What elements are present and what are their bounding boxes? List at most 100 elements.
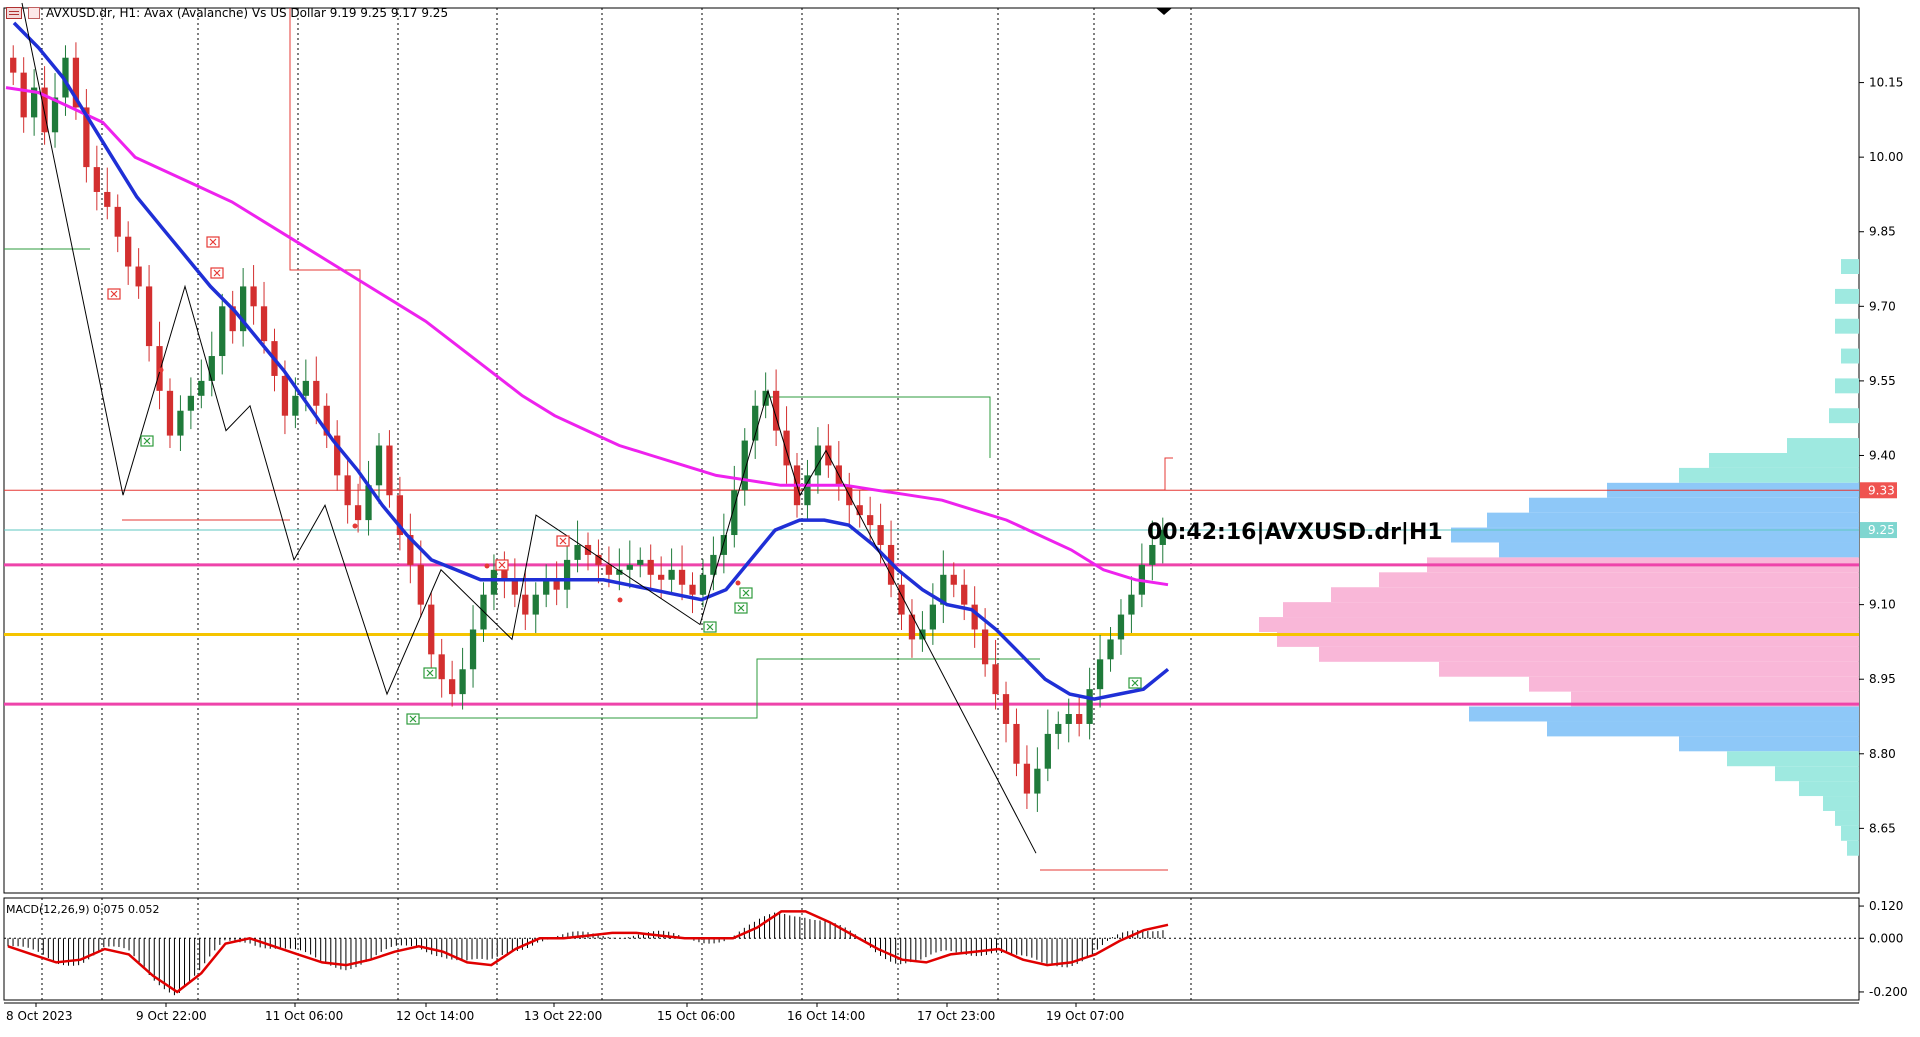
sell-signal-marker-x <box>559 537 567 545</box>
macd-signal-line <box>7 910 1169 994</box>
buy-signal-marker-x <box>143 437 151 445</box>
candle-body <box>428 604 435 655</box>
candle-body <box>699 574 707 595</box>
candle-body <box>51 97 59 133</box>
price-tag-label: 9.25 <box>1868 523 1895 537</box>
price-tick-label: 9.85 <box>1869 225 1896 239</box>
candle-body <box>678 569 686 585</box>
candle-body <box>1107 639 1114 660</box>
volume-profile-bar <box>1319 646 1859 662</box>
candle-body <box>166 390 174 436</box>
candle-body <box>250 286 257 307</box>
time-tick-label: 17 Oct 23:00 <box>917 1009 995 1023</box>
indicator-dot <box>484 563 490 569</box>
candle-body <box>417 564 424 605</box>
price-tag <box>1860 482 1897 499</box>
candle-body <box>992 664 999 695</box>
candle-body <box>20 72 27 118</box>
candle-body <box>950 574 957 585</box>
candle-body <box>1013 723 1020 764</box>
candle-body <box>731 490 738 536</box>
candle-body <box>375 445 383 486</box>
volume-profile-bar <box>1529 676 1859 692</box>
volume-profile-bar <box>1841 825 1859 841</box>
candle-timer-label: 00:42:16|AVXUSD.dr|H1 <box>1147 520 1443 545</box>
candle-body <box>543 579 550 595</box>
candle-body <box>1044 733 1051 769</box>
candle-body <box>1055 723 1062 734</box>
sell-signal-marker-x <box>213 269 221 277</box>
candle-body <box>501 569 508 580</box>
candle-body <box>438 654 445 680</box>
sell-signal-marker-x <box>209 238 217 246</box>
candle-body <box>386 445 393 496</box>
candle-body <box>292 395 299 416</box>
volume-profile-bar <box>1835 318 1859 334</box>
candle-body <box>971 604 978 630</box>
volume-profile-bar <box>1679 467 1859 483</box>
candle-body <box>104 191 111 207</box>
volume-profile-bar <box>1775 766 1859 782</box>
candle-body <box>30 87 38 118</box>
time-tick-label: 16 Oct 14:00 <box>787 1009 865 1023</box>
time-tick-label: 11 Oct 06:00 <box>265 1009 343 1023</box>
volume-profile-bar <box>1709 452 1859 468</box>
candle-body <box>626 564 633 570</box>
price-tick-label: 10.15 <box>1869 76 1903 90</box>
volume-profile-bar <box>1787 438 1859 453</box>
candle-body <box>522 594 529 615</box>
candle-body <box>1096 659 1104 690</box>
candle-body <box>135 266 142 287</box>
candle-body <box>668 569 675 580</box>
candle-body <box>313 380 320 406</box>
candle-body <box>981 629 989 665</box>
volume-profile-bar <box>1487 512 1859 528</box>
candle-body <box>752 405 759 441</box>
indicator-dot <box>617 597 623 603</box>
candle-body <box>605 564 613 575</box>
time-tick-label: 13 Oct 22:00 <box>524 1009 602 1023</box>
chart-header: AVXUSD.dr, H1: Avax (Avalanche) Vs US Do… <box>6 4 448 22</box>
price-tick-label: 10.00 <box>1869 150 1903 164</box>
candle-body <box>469 629 477 670</box>
candle-body <box>187 395 195 411</box>
candle-body <box>658 574 665 580</box>
candle-body <box>229 306 236 332</box>
candle-body <box>449 679 456 695</box>
candle-body <box>689 584 696 595</box>
candle-body <box>208 356 215 381</box>
macd-indicator-label: MACD(12,26,9) 0.075 0.052 <box>6 903 160 916</box>
indicator-dot <box>158 367 164 373</box>
candle-body <box>83 107 90 168</box>
chart-shift-marker <box>1156 8 1172 15</box>
candle-body <box>219 306 226 357</box>
volume-profile-bar <box>1529 497 1859 513</box>
price-tick-label: 8.65 <box>1869 821 1896 835</box>
chart-list-icon[interactable] <box>6 7 22 19</box>
candle-body <box>814 445 822 476</box>
buy-signal-marker-x <box>1131 679 1139 687</box>
symbol-icon[interactable] <box>28 7 40 19</box>
buy-signal-marker-x <box>426 669 434 677</box>
candle-body <box>563 559 571 590</box>
volume-profile-bar <box>1847 840 1859 856</box>
candle-body <box>41 87 48 133</box>
candle-body <box>334 435 341 476</box>
candle-body <box>1117 614 1125 640</box>
zigzag-line <box>21 2 1037 854</box>
candle-body <box>1149 544 1156 565</box>
candle-body <box>877 525 884 545</box>
volume-profile-bar <box>1835 288 1859 304</box>
candle-body <box>595 554 602 565</box>
support-step-line <box>766 396 991 458</box>
candle-body <box>940 574 947 605</box>
candle-body <box>772 390 780 431</box>
candle-body <box>281 375 289 416</box>
ma-slow-line <box>5 86 1169 587</box>
candle-body <box>177 410 184 436</box>
candle-body <box>616 569 623 575</box>
candle-body <box>344 475 351 506</box>
support-step-line <box>410 658 1040 719</box>
candle-body <box>114 206 121 237</box>
